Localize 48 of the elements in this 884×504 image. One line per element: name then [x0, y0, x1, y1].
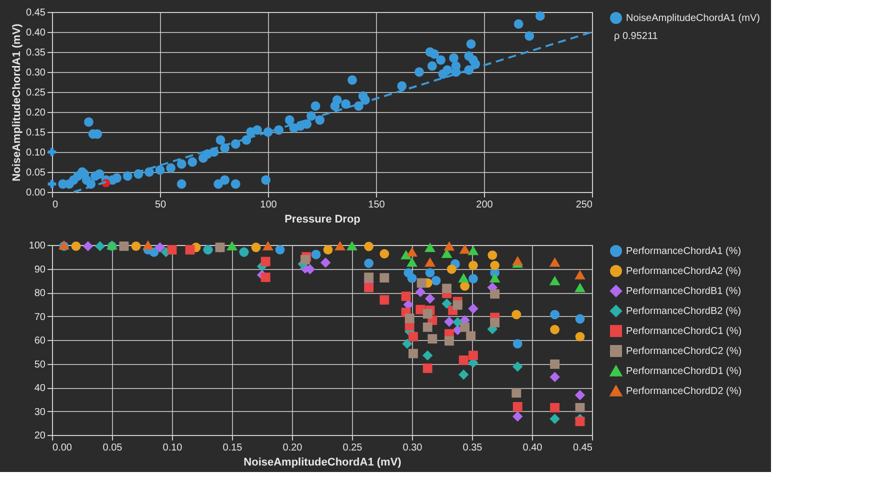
x-axis-title: Pressure Drop [284, 214, 361, 226]
x-tick-label: 200 [476, 200, 494, 210]
y-tick-label: 80 [34, 288, 46, 299]
x-tick-label: 250 [576, 200, 593, 210]
x-tick-label: 0.15 [222, 442, 243, 454]
x-tick-label: 50 [154, 200, 166, 210]
y-tick-label: 0.00 [26, 188, 46, 198]
x-tick-label: 150 [368, 200, 386, 210]
y-tick-label: 0.40 [26, 28, 46, 38]
legend-label: PerformanceChordD1 (%) [626, 366, 742, 377]
y-tick-label: 0.15 [26, 128, 46, 138]
y-tick-label: 60 [34, 336, 46, 346]
legend-label: PerformanceChordC2 (%) [626, 346, 742, 357]
legend-label: PerformanceChordB1 (%) [626, 286, 742, 297]
text: ρ 0.95211 [614, 31, 658, 42]
legend-label: PerformanceChordB2 (%) [626, 306, 742, 317]
legend-label: PerformanceChordA2 (%) [626, 266, 742, 277]
x-tick-label: 0.20 [282, 442, 303, 454]
legend-label: PerformanceChordD2 (%) [626, 386, 742, 397]
y-axis-title: NoiseAmplitudeChordA1 (mV) [11, 23, 24, 182]
x-tick-label: 0.10 [162, 442, 183, 454]
y-tick-label: 0.45 [26, 8, 46, 18]
y-tick-label: 90 [34, 264, 46, 276]
x-tick-label: 0.25 [342, 442, 363, 454]
x-axis-title: NoiseAmplitudeChordA1 (mV) [244, 456, 402, 468]
x-tick-label: 0 [52, 200, 58, 210]
y-tick-label: 70 [34, 312, 46, 323]
y-tick-label: 0.05 [26, 168, 46, 178]
x-tick-label: 0.30 [402, 442, 423, 454]
x-tick-label: 0.00 [52, 442, 72, 454]
legend-label: PerformanceChordA1 (%) [626, 246, 742, 257]
legend-label: NoiseAmplitudeChordA1 (mV) [626, 13, 760, 24]
x-tick-label: 0.35 [462, 442, 483, 454]
y-tick-label: 0.30 [26, 68, 46, 78]
y-tick-label: 0.20 [26, 108, 46, 118]
x-tick-label: 0.05 [102, 442, 123, 454]
x-tick-label: 0.45 [573, 442, 593, 454]
y-tick-label: 40 [34, 383, 46, 394]
y-tick-label: 50 [34, 359, 46, 370]
y-tick-label: 30 [34, 406, 46, 418]
y-tick-label: 0.35 [26, 48, 46, 58]
x-tick-label: 0.40 [522, 442, 543, 454]
y-tick-label: 0.25 [26, 88, 46, 98]
x-tick-label: 100 [260, 200, 278, 210]
y-tick-label: 20 [34, 430, 46, 442]
y-tick-label: 0.10 [26, 148, 46, 158]
legend-label: PerformanceChordC1 (%) [626, 326, 742, 337]
y-tick-label: 100 [28, 240, 46, 252]
